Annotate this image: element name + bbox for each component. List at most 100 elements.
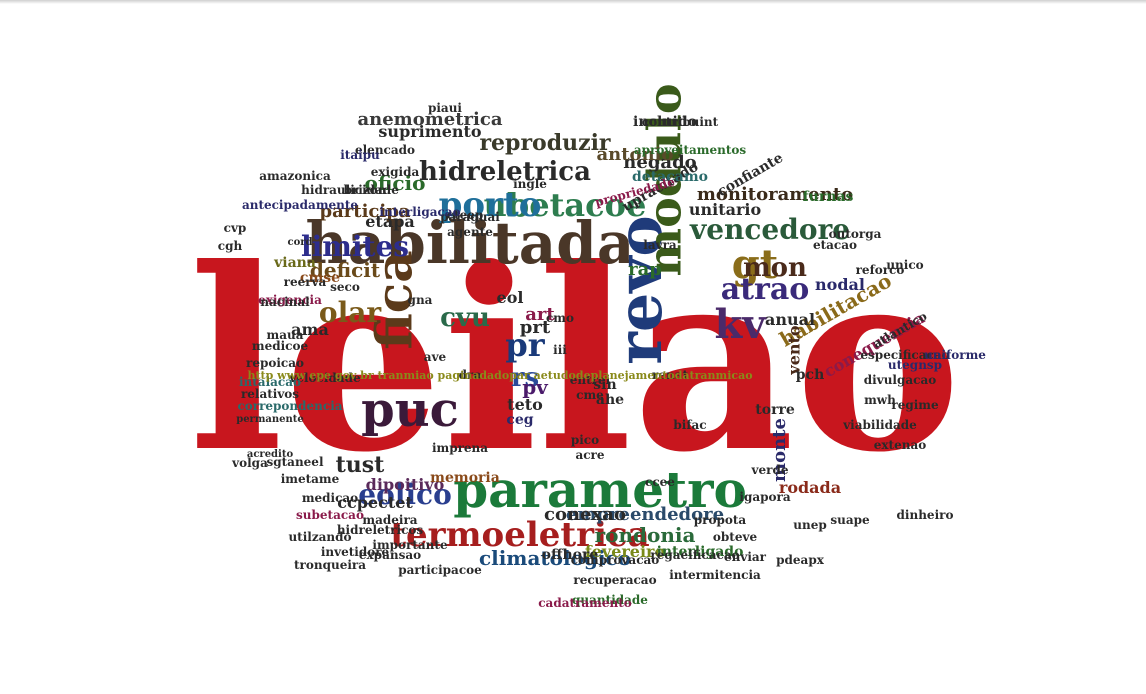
cloud-word: contribuint [641,115,719,129]
cloud-word: cvu [440,303,490,333]
cloud-word: intalacao [238,375,302,389]
cloud-word: nodal [815,275,865,294]
cloud-word: permanente [236,414,304,425]
cloud-word: verde [751,463,789,477]
cloud-word: cteep [446,208,484,222]
cloud-word: pr [505,326,545,364]
cloud-word: empreendedore [565,504,725,525]
cloud-word: enviar [724,550,766,564]
cloud-word: reproduzir [479,130,611,156]
cloud-word: rodada [778,478,842,497]
cloud-word: regime [891,398,939,412]
cloud-word: bifac [673,418,707,432]
cloud-word: extenao [873,438,927,452]
cloud-word: unico [886,258,924,272]
cloud-word: detacamo [632,169,708,185]
cloud-word: ama [291,320,329,339]
cloud-word: amazonica [259,169,331,183]
cloud-word: atrao [720,272,810,307]
cloud-word: expansao [358,548,422,562]
cloud-word: medicao [301,491,359,505]
cloud-word: acre [575,448,605,462]
cloud-word: vencedore [689,213,851,246]
cloud-word: lavra [643,238,677,252]
cloud-word: gna [407,293,433,307]
cloud-word: kv [714,301,766,348]
cloud-word: ccee [645,475,675,489]
cloud-word: participacoe [398,563,482,577]
cloud-word: dinheiro [896,508,954,522]
cloud-word: climatologico [478,546,632,570]
cloud-word: deficit [309,258,381,282]
cloud-word: limites [300,230,410,263]
cloud-word: exigencia [258,293,322,307]
cloud-word: interligado [656,544,744,560]
cloud-word: furnas [802,189,854,205]
cloud-word: cord [287,237,313,248]
cloud-word: divulgacao [863,373,937,387]
cloud-word: art [525,304,555,325]
cloud-word: pch [795,367,825,383]
cloud-word: reforco [855,263,905,277]
cloud-word: correpondencia [237,399,343,413]
cloud-word: velocidade [289,371,361,385]
cloud-word: hidreletricos [336,523,424,537]
cloud-word: participa [319,201,411,222]
cloud-word: incluido [633,114,697,130]
cloud-word: rs [510,363,540,393]
cloud-word: interligacao [379,205,461,219]
cloud-word: quantidade [572,593,648,607]
cloud-word: propota [693,513,747,527]
cloud-word: acredito [246,449,294,460]
cloud-word: tust [335,452,385,478]
cloud-word: maua [266,328,304,342]
cloud-word: etapa [365,212,415,231]
cloud-word: leilao [188,213,962,507]
cloud-word: conexao [544,504,626,525]
cloud-word: hidreletrica [419,157,591,187]
cloud-word: reerva [283,275,327,289]
cloud-word: antonio [596,144,674,165]
cloud-word: invetidore [320,545,390,559]
cloud-word: subetacao [296,508,364,522]
cloud-word: ubetacoe [483,186,647,224]
top-border [0,0,1146,4]
cloud-word: comprovacao [570,553,660,567]
cloud-word: unitario [688,200,762,219]
cloud-word: pico [570,433,600,447]
cloud-word: oficio [364,171,426,195]
cloud-word: anemometrica [357,109,503,130]
cloud-word: cmo [545,311,574,325]
cloud-word: utilzando [288,530,352,544]
cloud-word: paraguai [440,210,500,224]
cloud-word: suprimento [378,122,482,141]
cloud-word: regaeificacao [650,548,740,562]
cloud-word: brizon [343,183,387,197]
cloud-word: negado [623,152,697,173]
cloud-word: porto [438,185,542,225]
cloud-word: mon [743,253,807,283]
cloud-word: medicoe [251,339,309,353]
cloud-word: eol [496,288,524,307]
cloud-word: repoicao [246,356,304,370]
cloud-word: ccpectet [337,493,413,512]
cloud-word: uniforme [924,348,986,362]
cloud-word: suape [830,513,870,527]
cloud-word: dipoitivo [365,475,445,494]
cloud-word: ave [423,350,447,364]
cloud-word: nacinal [260,295,310,309]
cloud-word: memoria [430,470,500,486]
cloud-word: eolico [358,478,452,511]
cloud-word: cme [576,388,604,402]
cloud-word: rondonia [594,523,696,547]
cloud-word: pdeapx [776,553,824,567]
cloud-word: ceg [506,412,534,428]
cloud-word: madeira [362,513,418,527]
cloud-word: imprena [431,441,489,455]
cloud-word: torre [755,402,795,418]
cloud-word: antecipadamente [241,198,359,212]
cloud-word: agente [447,225,493,239]
cloud-word: http www epe gov br tranmiao paginadadop… [247,368,753,382]
